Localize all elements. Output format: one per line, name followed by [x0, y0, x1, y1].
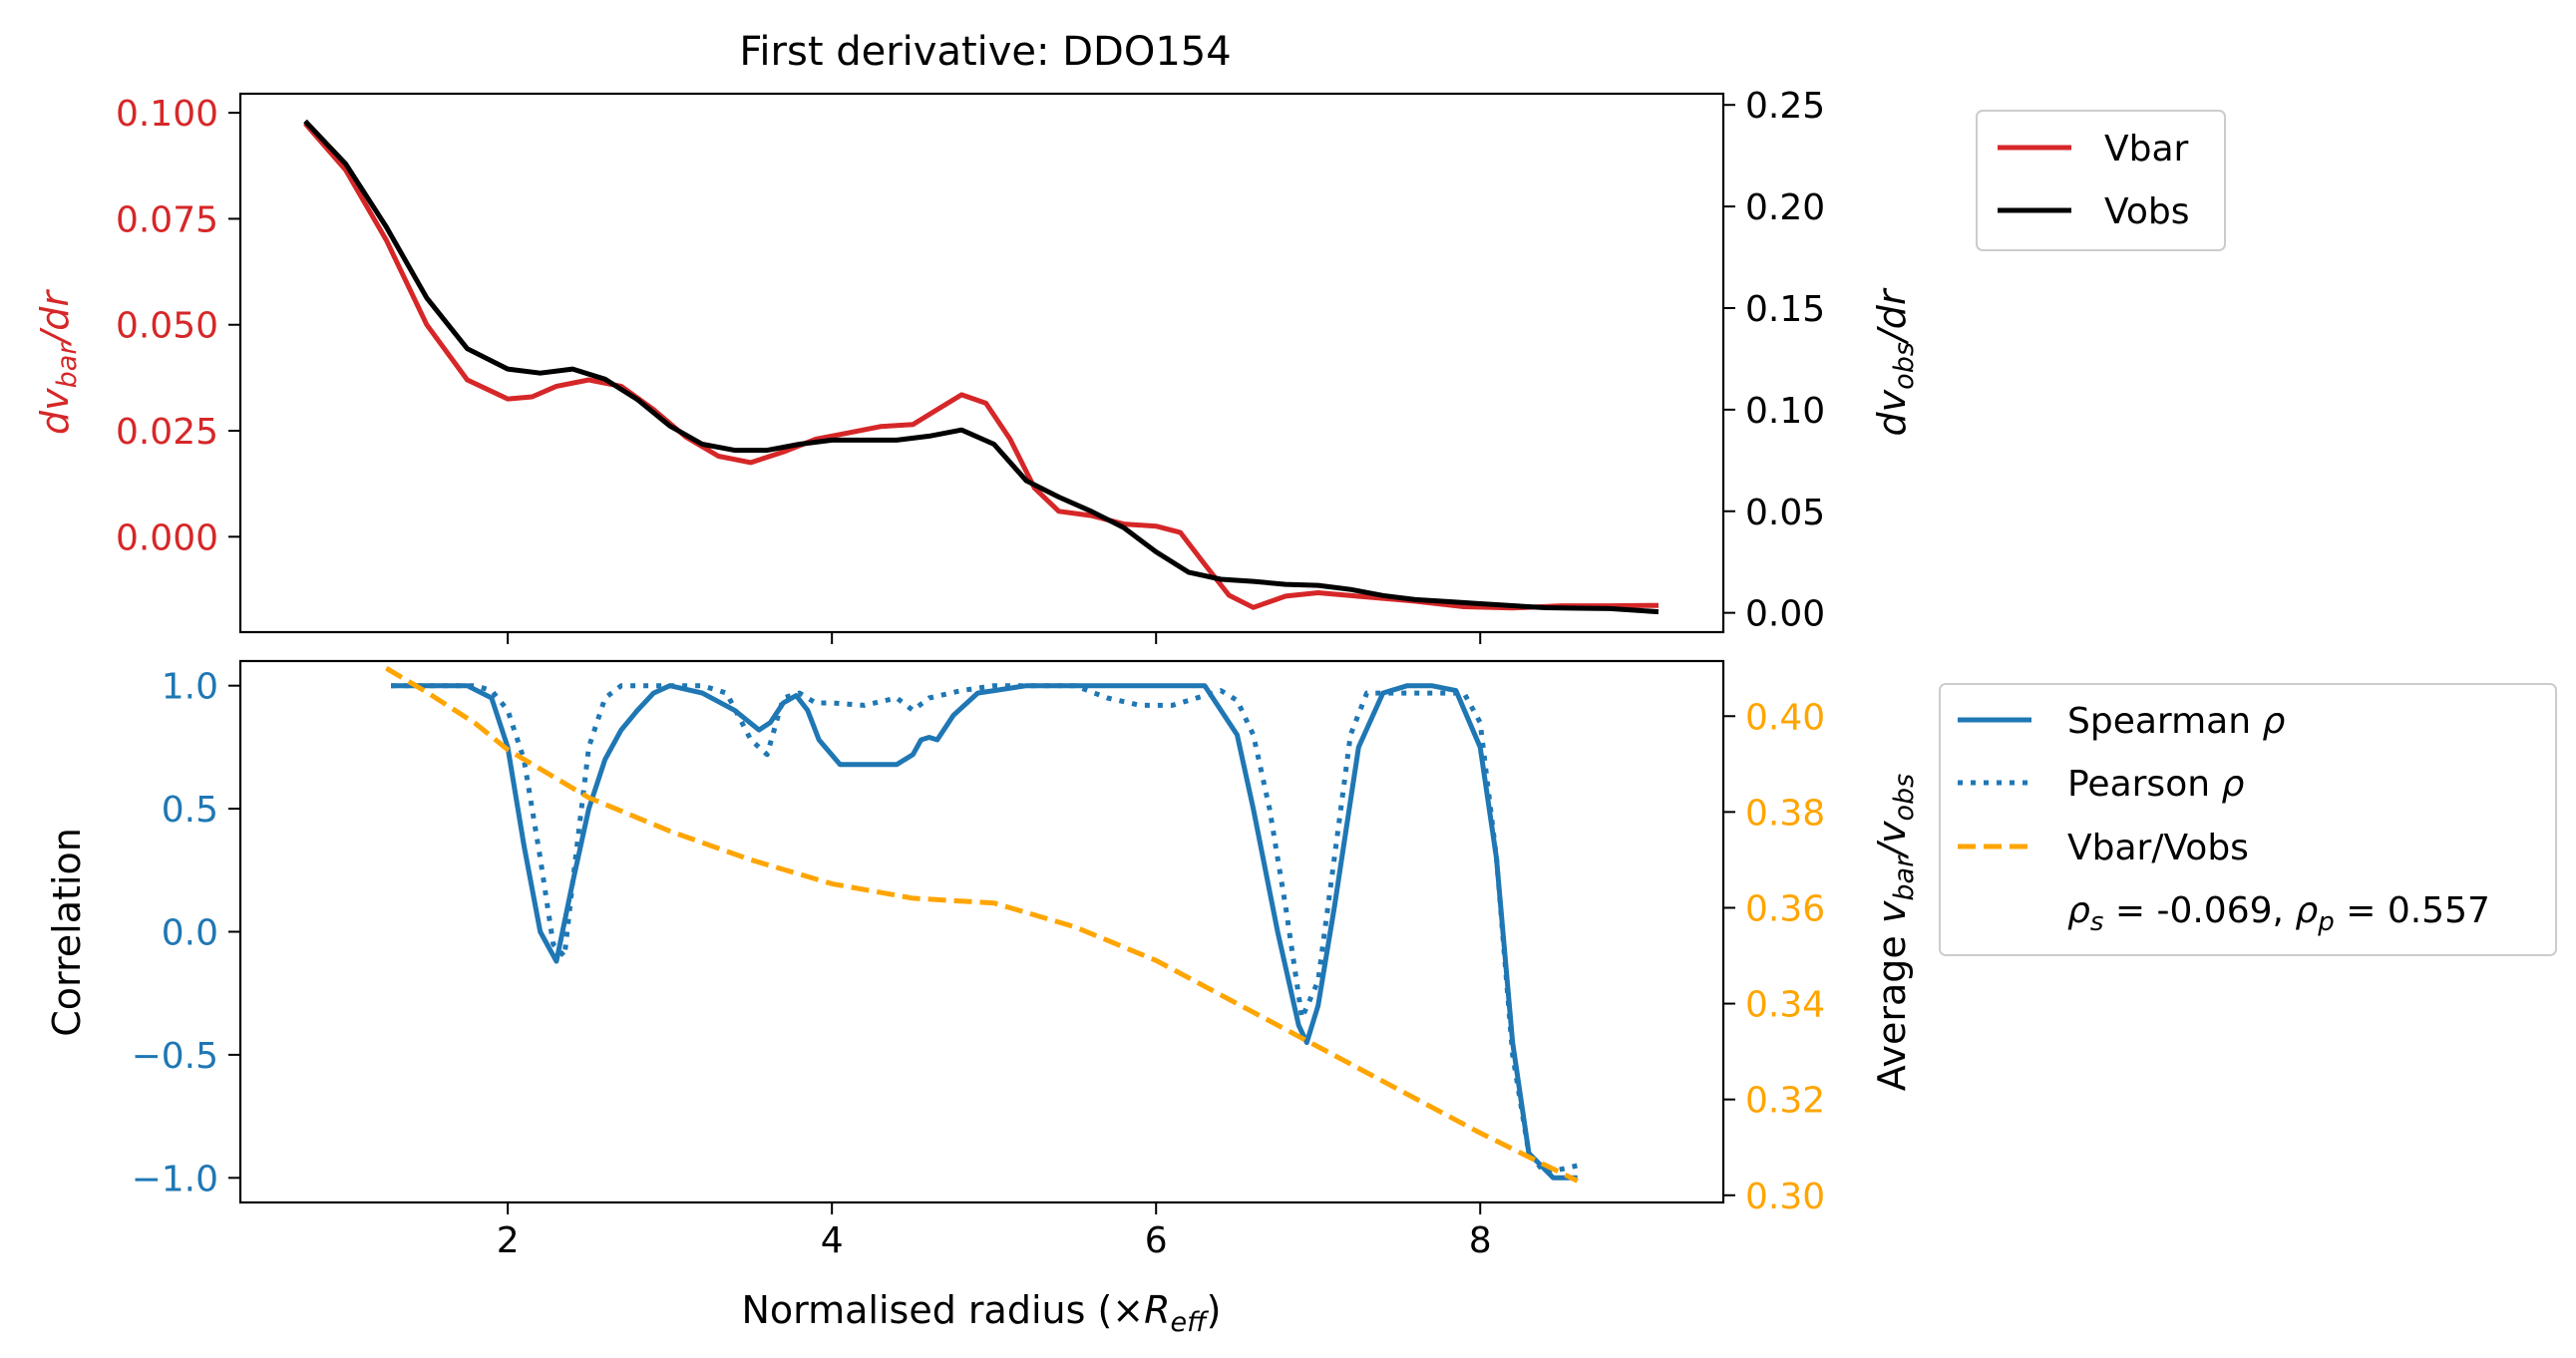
bottom-x-ticks: 2 4 6 8 — [497, 1202, 1492, 1261]
legend-ratio-label: Vbar/Vobs — [2067, 828, 2249, 868]
top-x-ticks — [507, 632, 1482, 644]
chart-title: First derivative: DDO154 — [739, 29, 1231, 75]
right-y-tick-label: 0.30 — [1745, 1177, 1825, 1217]
right-y-tick-label: 0.20 — [1745, 187, 1825, 228]
left-y-tick-label: 0.000 — [116, 517, 218, 558]
bottom-series-layer — [385, 666, 1579, 1184]
x-axis-label: Normalised radius (×Reff) — [742, 1288, 1222, 1338]
series-line-spearman — [391, 683, 1578, 1181]
legend-spearman-label: Spearman ρ — [2067, 701, 2285, 742]
legend-vbar-label: Vbar — [2104, 129, 2189, 170]
right-y-tick-label: 0.00 — [1745, 594, 1825, 635]
left-y-tick-label: 0.0 — [162, 913, 218, 954]
legend-vobs-label: Vobs — [2104, 191, 2189, 232]
left-y-tick-label: 0.075 — [116, 199, 218, 240]
bottom-right-ylabel: Average vbar/vobs — [1870, 774, 1920, 1091]
right-y-tick-label: 0.34 — [1745, 985, 1825, 1026]
right-y-tick-label: 0.40 — [1745, 697, 1825, 738]
bottom-legend: Spearman ρ Pearson ρ Vbar/Vobs ρs = -0.0… — [1939, 683, 2557, 956]
top-legend: Vbar Vobs — [1976, 110, 2226, 251]
right-y-tick-label: 0.38 — [1745, 793, 1825, 834]
right-y-tick-label: 0.05 — [1745, 493, 1825, 533]
right-y-tick-label: 0.15 — [1745, 289, 1825, 330]
bottom-legend-box — [1939, 683, 2557, 956]
top-panel-frame — [238, 92, 1725, 634]
series-line-vobs — [303, 119, 1659, 615]
right-y-tick-label: 0.10 — [1745, 391, 1825, 432]
legend-stats-label: ρs = -0.069, ρp = 0.557 — [2067, 890, 2490, 937]
x-tick-label: 4 — [821, 1220, 844, 1261]
x-tick-label: 8 — [1469, 1220, 1492, 1261]
left-y-tick-label: 0.100 — [116, 94, 218, 135]
bottom-left-ylabel: Correlation — [45, 828, 89, 1037]
top-right-ylabel: dvobs/dr — [1870, 287, 1920, 436]
x-tick-label: 6 — [1145, 1220, 1168, 1261]
x-tick-label: 2 — [497, 1220, 520, 1261]
top-right-y-ticks: 0.00 0.05 0.10 0.15 0.20 0.25 — [1723, 86, 1825, 635]
right-y-tick-label: 0.32 — [1745, 1081, 1825, 1122]
top-left-ylabel: dvbar/dr — [33, 289, 83, 435]
left-y-tick-label: 0.050 — [116, 306, 218, 347]
bottom-left-y-ticks: −1.0 −0.5 0.0 0.5 1.0 — [132, 667, 240, 1199]
bottom-right-y-ticks: 0.30 0.32 0.34 0.36 0.38 0.40 — [1723, 697, 1825, 1217]
left-y-tick-label: 1.0 — [162, 667, 218, 708]
series-line-vbar-vobs — [385, 666, 1579, 1184]
left-y-tick-label: −1.0 — [132, 1159, 218, 1199]
top-left-y-ticks: 0.000 0.025 0.050 0.075 0.100 — [116, 94, 240, 558]
left-y-tick-label: −0.5 — [132, 1036, 218, 1077]
series-line-vbar — [303, 122, 1659, 611]
legend-pearson-label: Pearson ρ — [2067, 764, 2244, 805]
top-series-layer — [303, 119, 1659, 615]
right-y-tick-label: 0.36 — [1745, 888, 1825, 929]
right-y-tick-label: 0.25 — [1745, 86, 1825, 127]
left-y-tick-label: 0.025 — [116, 412, 218, 453]
left-y-tick-label: 0.5 — [162, 790, 218, 831]
